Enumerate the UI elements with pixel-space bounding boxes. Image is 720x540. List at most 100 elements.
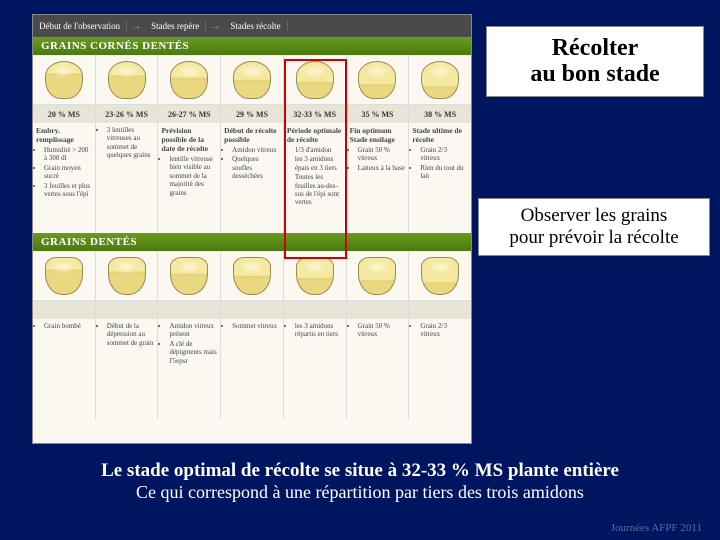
grain-icon <box>108 257 146 295</box>
section-1-grain-row <box>33 55 471 105</box>
ms-cell: 20 % MS <box>33 105 96 123</box>
desc-cell: Début de récolte possible Amidon vitreuxQ… <box>221 123 284 233</box>
desc-cell: Début de la dépression au sommet de grai… <box>96 319 159 419</box>
desc-item: Grain bombé <box>44 322 92 330</box>
desc-cell: Amidon vitreux présentA clé de dépigment… <box>158 319 221 419</box>
desc-cell: les 3 amidons répartis en tiers <box>284 319 347 419</box>
grain-icon <box>233 257 271 295</box>
ms-cell <box>158 301 221 319</box>
grain-cell <box>158 55 221 104</box>
title-line-2: au bon stade <box>493 61 697 87</box>
desc-list: Grain bombé <box>36 322 92 330</box>
grain-icon <box>45 61 83 99</box>
obs-line-2: pour prévoir la récolte <box>485 227 703 249</box>
desc-title: Embry. remplissage <box>36 126 92 144</box>
desc-cell: 3 lentilles vitreuses au sommet de quelq… <box>96 123 159 233</box>
ms-cell <box>96 301 159 319</box>
desc-cell: Grain bombé <box>33 319 96 419</box>
header-col-1: Début de l'observation <box>33 21 127 31</box>
desc-item: les 3 amidons répartis en tiers <box>295 322 343 339</box>
desc-item: 3 lentilles vitreuses au sommet de quelq… <box>107 126 155 160</box>
ms-cell <box>409 301 471 319</box>
grain-cell <box>33 251 96 300</box>
ms-cell <box>284 301 347 319</box>
desc-title: Prévision possible de la date de récolte <box>161 126 217 153</box>
desc-item: les 3 amidons épais en 3 tiers <box>295 155 343 172</box>
grain-cell <box>221 55 284 104</box>
grain-icon <box>358 257 396 295</box>
desc-item: Début de la dépression au sommet de grai… <box>107 322 155 347</box>
ms-cell: 35 % MS <box>347 105 410 123</box>
desc-title: Début de récolte possible <box>224 126 280 144</box>
desc-cell: Embry. remplissage Humidité > 200 à 300 d… <box>33 123 96 233</box>
desc-cell: Grain 2/3 vitreux <box>409 319 471 419</box>
ms-cell <box>221 301 284 319</box>
desc-item: Grain 2/3 vitreux <box>420 322 468 339</box>
desc-item: 1/3 d'amidon <box>295 146 343 154</box>
desc-item: Rien du tout du lait <box>420 164 468 181</box>
desc-list: Grain 50 % vitreuxLaiteux à la base <box>350 146 406 172</box>
ms-cell: 38 % MS <box>409 105 471 123</box>
bottom-text: Le stade optimal de récolte se situe à 3… <box>0 460 720 503</box>
desc-item: Grain moyen sucré <box>44 164 92 181</box>
header-col-3: Stades récolte <box>224 21 287 31</box>
desc-item: 3 feuilles et plus vertes sous l'épi <box>44 182 92 199</box>
desc-list: Humidité > 200 à 300 dlGrain moyen sucré… <box>36 146 92 198</box>
desc-cell: Stade ultime de récolte Grain 2/3 vitreux… <box>409 123 471 233</box>
grain-cell <box>409 251 471 300</box>
desc-title: Fin optimum Stade ensilage <box>350 126 406 144</box>
ms-cell: 26-27 % MS <box>158 105 221 123</box>
desc-list: Début de la dépression au sommet de grai… <box>99 322 155 347</box>
desc-item: Grain 2/3 vitreux <box>420 146 468 163</box>
desc-item: Grain 50 % vitreux <box>358 322 406 339</box>
desc-list: Sommet vitreux <box>224 322 280 330</box>
desc-list: Grain 2/3 vitreuxRien du tout du lait <box>412 146 468 181</box>
footer-text: Journées AFPF 2011 <box>611 522 702 534</box>
grain-icon <box>296 257 334 295</box>
desc-list: 1/3 d'amidonles 3 amidons épais en 3 tie… <box>287 146 343 207</box>
grain-icon <box>170 61 208 99</box>
section-2-grain-row <box>33 251 471 301</box>
section-1-desc-row: Embry. remplissage Humidité > 200 à 300 d… <box>33 123 471 233</box>
desc-item: Amidon vitreux <box>232 146 280 154</box>
desc-title: Stade ultime de récolte <box>412 126 468 144</box>
desc-item: Humidité > 200 à 300 dl <box>44 146 92 163</box>
grain-cell <box>347 251 410 300</box>
grain-icon <box>358 61 396 99</box>
desc-list: 3 lentilles vitreuses au sommet de quelq… <box>99 126 155 160</box>
desc-item: A clé de dépigments mais l'5epsr <box>169 340 217 365</box>
ms-cell: 32-33 % MS <box>284 105 347 123</box>
desc-title: Période optimale de récolte <box>287 126 343 144</box>
grain-icon <box>170 257 208 295</box>
desc-item: Grain 50 % vitreux <box>358 146 406 163</box>
bottom-line-2: Ce qui correspond à une répartition par … <box>0 482 720 503</box>
desc-item: Laiteux à la base <box>358 164 406 172</box>
grain-icon <box>421 257 459 295</box>
arrow-icon: → <box>127 21 145 32</box>
obs-line-1: Observer les grains <box>485 205 703 227</box>
observation-box: Observer les grains pour prévoir la réco… <box>478 198 710 256</box>
grain-cell <box>33 55 96 104</box>
grain-icon <box>45 257 83 295</box>
grain-stage-chart: Début de l'observation → Stades repère →… <box>32 14 472 444</box>
grain-cell <box>221 251 284 300</box>
section-1-ms-row: 20 % MS23-26 % MS26-27 % MS29 % MS32-33 … <box>33 105 471 123</box>
section-2-title: GRAINS DENTÉS <box>33 233 471 251</box>
desc-cell: Grain 50 % vitreux <box>347 319 410 419</box>
grain-cell <box>284 55 347 104</box>
grain-cell <box>96 251 159 300</box>
chart-header: Début de l'observation → Stades repère →… <box>33 15 471 37</box>
grain-cell <box>409 55 471 104</box>
header-col-2: Stades repère <box>145 21 206 31</box>
desc-item: Amidon vitreux présent <box>169 322 217 339</box>
arrow-icon: → <box>206 21 224 32</box>
ms-cell: 29 % MS <box>221 105 284 123</box>
grain-icon <box>296 61 334 99</box>
section-2-ms-row <box>33 301 471 319</box>
desc-list: Grain 2/3 vitreux <box>412 322 468 339</box>
section-2-desc-row: Grain bombé Début de la dépression au som… <box>33 319 471 419</box>
desc-item: Quelques soufles dessèchées <box>232 155 280 180</box>
desc-list: Amidon vitreux présentA clé de dépigment… <box>161 322 217 365</box>
main-title-box: Récolter au bon stade <box>486 26 704 97</box>
ms-cell: 23-26 % MS <box>96 105 159 123</box>
